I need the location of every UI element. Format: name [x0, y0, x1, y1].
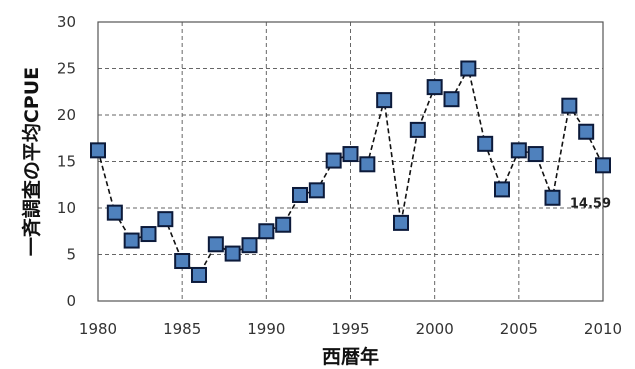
data-point-marker [477, 135, 494, 152]
y-tick-label: 0 [66, 292, 76, 310]
data-point-marker [292, 186, 308, 203]
y-tick-label: 10 [57, 199, 76, 217]
y-axis-title: 一斉調査の平均CPUE [20, 67, 43, 256]
data-point-marker [426, 79, 443, 96]
y-tick-label: 20 [57, 106, 76, 124]
y-tick-label: 30 [57, 13, 76, 31]
data-point-marker [359, 156, 376, 173]
x-tick-label: 1980 [79, 320, 117, 338]
data-point-marker [123, 232, 140, 249]
y-axis-ticks: 0 5 10 15 20 25 30 [57, 13, 76, 310]
data-point-marker [191, 266, 207, 283]
data-point-marker [140, 226, 157, 243]
x-axis-title: 西暦年 [322, 345, 379, 368]
data-point-marker [561, 97, 578, 114]
y-tick-label: 15 [57, 153, 76, 171]
data-point-marker [275, 216, 292, 233]
data-point-marker [258, 223, 275, 240]
data-point-marker [157, 211, 174, 228]
x-tick-label: 1985 [163, 320, 201, 338]
data-point-marker [460, 60, 477, 77]
data-point-marker [443, 91, 460, 108]
data-point-marker [106, 204, 123, 221]
data-point-marker [409, 121, 426, 138]
data-point-marker [325, 152, 342, 169]
data-labels: 14.59 [570, 196, 611, 211]
x-tick-label: 2000 [416, 320, 454, 338]
x-tick-label: 1990 [247, 320, 285, 338]
data-point-marker [578, 123, 595, 140]
data-point-marker [207, 236, 224, 253]
data-point-marker [494, 181, 510, 198]
data-point-marker [510, 142, 527, 159]
data-point-marker [241, 237, 258, 254]
data-point-marker [224, 245, 241, 262]
data-point-marker [90, 142, 106, 159]
y-tick-label: 25 [57, 60, 76, 78]
x-tick-label: 2005 [500, 320, 538, 338]
data-point-marker [527, 146, 544, 163]
data-markers [90, 60, 611, 283]
data-point-marker [393, 214, 409, 231]
x-tick-label: 1995 [331, 320, 369, 338]
x-tick-label: 2010 [584, 320, 622, 338]
y-tick-label: 5 [66, 246, 76, 264]
data-point-marker [544, 189, 561, 206]
data-point-marker [376, 92, 393, 109]
data-point-marker [342, 146, 359, 163]
data-point-marker [595, 157, 611, 174]
data-point-label: 14.59 [570, 196, 611, 211]
x-axis-ticks: 1980 1985 1990 1995 2000 2005 2010 [79, 320, 622, 338]
data-point-marker [308, 182, 325, 199]
data-point-marker [174, 253, 191, 270]
